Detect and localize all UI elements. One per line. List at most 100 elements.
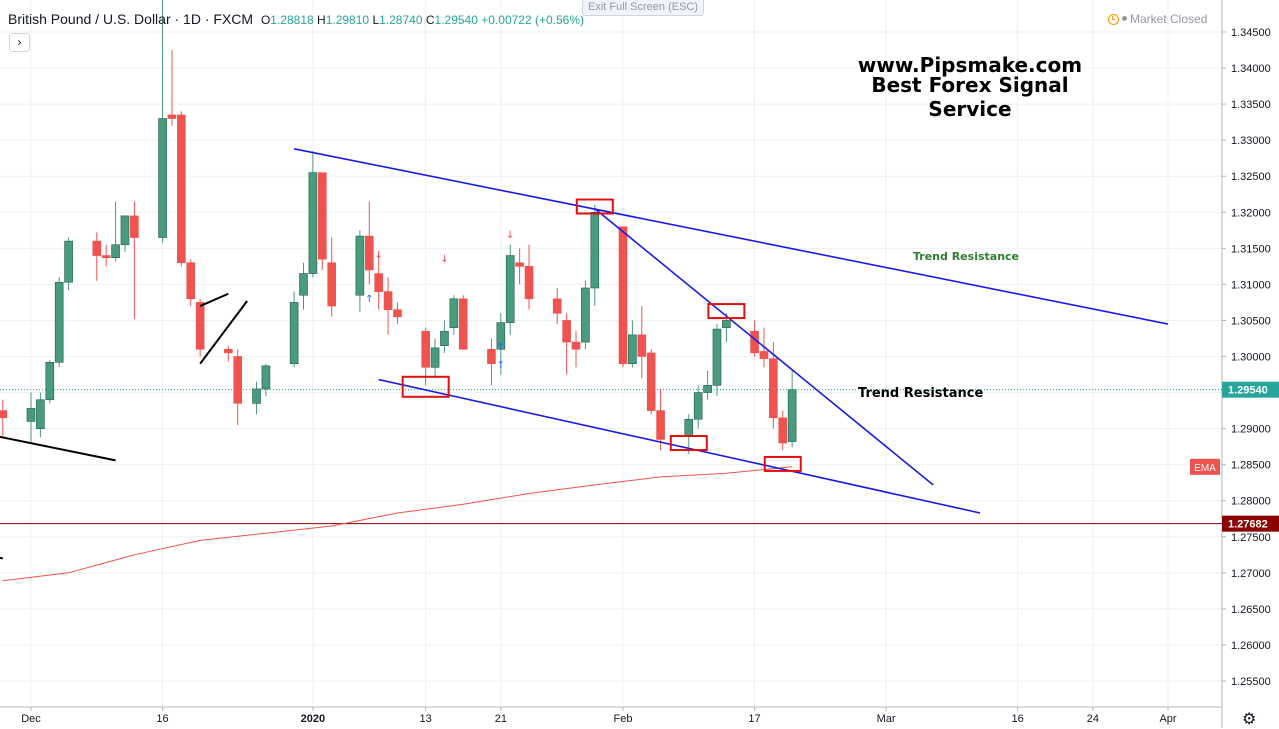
candle-down: [778, 417, 788, 444]
candle-down: [759, 351, 769, 359]
trendline: [0, 556, 3, 560]
last-price-tag-bg: [1222, 381, 1279, 398]
signal-arrow-icon: ↓: [374, 250, 382, 261]
candle-up: [440, 330, 449, 346]
candle-down: [233, 356, 243, 404]
candle-up: [158, 118, 167, 238]
time-tick-label: 16: [1012, 713, 1024, 725]
candle-up: [252, 388, 261, 404]
candle-down: [562, 320, 571, 343]
candle-down: [364, 235, 374, 271]
last-price-tag: 1.29540: [1228, 385, 1268, 397]
candle-down: [92, 240, 102, 256]
candle-down: [637, 334, 647, 357]
gear-icon[interactable]: ⚙: [1242, 711, 1257, 728]
candle-up: [505, 255, 515, 323]
symbol-title[interactable]: British Pound / U.S. Dollar · 1D · FXCM: [8, 11, 254, 27]
candle-up: [496, 322, 506, 350]
candle-down: [393, 309, 402, 318]
candle-up: [26, 408, 36, 422]
price-tick-label: 1.30500: [1231, 315, 1271, 327]
price-tick-label: 1.33000: [1231, 135, 1271, 147]
candles: [0, 0, 797, 454]
candle-up: [54, 281, 64, 363]
watermark-tagline: Best Forex Signal Service: [871, 73, 1069, 121]
candle-down: [656, 410, 665, 440]
price-tick-label: 1.27500: [1231, 532, 1271, 544]
ema-tag-bg: [1190, 458, 1220, 475]
time-tick-label: Mar: [877, 713, 896, 725]
signal-arrow-icon: ↑: [497, 360, 505, 371]
expand-legend-button[interactable]: ›: [9, 33, 30, 52]
watermark-url: www.Pipsmake.com: [857, 53, 1083, 77]
candle-up: [449, 298, 459, 328]
highlight-box: [575, 198, 614, 215]
highlight-box: [707, 303, 746, 320]
price-tick-label: 1.26000: [1231, 640, 1271, 652]
candle-down: [421, 330, 430, 368]
trendline: [199, 300, 248, 365]
candle-up: [787, 389, 797, 442]
chart-header: British Pound / U.S. Dollar · 1D · FXCM …: [8, 11, 584, 27]
price-tick-label: 1.29000: [1231, 424, 1271, 436]
candle-up: [299, 273, 308, 296]
candle-up: [581, 287, 590, 343]
candle-down: [646, 352, 656, 411]
candle-down: [487, 348, 496, 365]
price-tick-label: 1.26500: [1231, 604, 1271, 616]
signal-arrow-icon: ↑: [365, 294, 373, 305]
high-value: 1.29810: [325, 13, 370, 27]
candle-down: [177, 114, 186, 264]
time-tick-label: 17: [748, 713, 760, 725]
price-tick-label: 1.34000: [1231, 63, 1271, 75]
trend-resistance-label-lower: Trend Resistance: [858, 386, 983, 401]
time-tick-label: Dec: [21, 713, 41, 725]
time-tick-label: 2020: [301, 713, 325, 725]
candle-down: [186, 262, 196, 300]
candle-down: [769, 358, 778, 419]
time-tick-label: Apr: [1159, 713, 1176, 725]
candle-down: [101, 255, 111, 259]
candle-up: [64, 240, 73, 283]
status-dot-icon: [1122, 16, 1127, 21]
candle-down: [552, 298, 562, 314]
trendline: [199, 292, 229, 307]
price-tick-label: 1.30000: [1231, 352, 1271, 364]
support-price-tag-bg: [1222, 515, 1279, 532]
candle-down: [458, 298, 468, 350]
price-tick-label: 1.31500: [1231, 243, 1271, 255]
price-tick-label: 1.28000: [1231, 496, 1271, 508]
market-status-label: Market Closed: [1130, 12, 1208, 26]
time-tick-label: Feb: [614, 713, 633, 725]
candle-down: [167, 114, 177, 119]
time-tick-label: 16: [156, 713, 168, 725]
trendline: [594, 208, 934, 486]
candle-down: [327, 262, 336, 307]
ema-line: [2, 466, 793, 582]
change-value: +0.00722 (+0.56%): [481, 13, 585, 27]
candle-up: [628, 334, 637, 365]
price-tick-label: 1.32500: [1231, 171, 1271, 183]
close-value: 1.29540: [434, 13, 478, 27]
highlight-box: [401, 375, 450, 398]
price-tick-label: 1.33500: [1231, 99, 1271, 111]
candle-down: [618, 226, 628, 365]
candle-up: [308, 172, 318, 274]
price-tick-label: 1.32000: [1231, 207, 1271, 219]
candle-up: [36, 399, 45, 429]
candle-down: [224, 348, 233, 354]
candle-down: [0, 410, 8, 419]
exit-fullscreen-button[interactable]: Exit Full Screen (ESC): [582, 0, 705, 16]
candle-down: [571, 341, 581, 350]
support-price-tag: 1.27682: [1228, 519, 1268, 531]
trendline: [293, 148, 1169, 325]
time-tick-label: 13: [420, 713, 432, 725]
signal-arrow-icon: ↑: [497, 342, 505, 353]
price-tick-label: 1.27000: [1231, 568, 1271, 580]
signal-arrow-icon: ↓: [506, 230, 514, 241]
time-tick-label: 24: [1087, 713, 1099, 725]
candle-up: [684, 418, 694, 437]
candle-up: [111, 244, 120, 259]
open-value: 1.28818: [270, 13, 314, 27]
